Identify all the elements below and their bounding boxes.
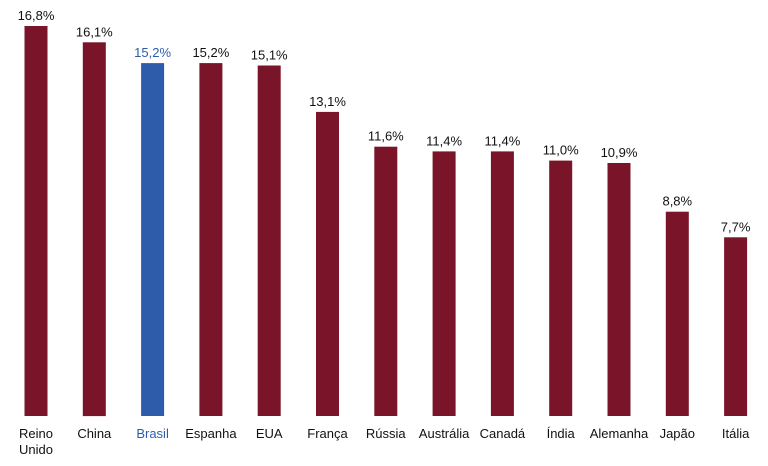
value-label-canada: 11,4% bbox=[484, 133, 520, 148]
category-label-reino-unido: Reino Unido bbox=[19, 426, 53, 457]
bar-franca bbox=[316, 111, 339, 417]
value-label-china: 16,1% bbox=[76, 24, 113, 39]
value-labels-group: 16,8% 16,1% 15,2% 15,2% 15,1% 13,1% 11,6% 11,4%… bbox=[18, 8, 751, 234]
value-label-russia: 11,6% bbox=[368, 129, 404, 144]
bar-reino-unido bbox=[24, 26, 48, 416]
category-labels-group: Reino Unido China Brasil Espanha EUA França Rús… bbox=[19, 426, 750, 457]
category-label-canada: Canadá bbox=[480, 426, 526, 441]
category-label-eua: EUA bbox=[256, 426, 283, 441]
category-label-australia: Austrália bbox=[419, 426, 470, 441]
bar-australia bbox=[432, 151, 456, 416]
category-label-china: China bbox=[77, 426, 112, 441]
value-label-alemanha: 10,9% bbox=[601, 145, 638, 160]
bar-russia bbox=[374, 146, 398, 416]
category-label-india: Índia bbox=[547, 426, 576, 441]
bar-eua bbox=[257, 65, 281, 416]
bar-brasil bbox=[141, 63, 165, 416]
bar-alemanha bbox=[607, 163, 631, 416]
category-label-brasil: Brasil bbox=[136, 426, 169, 441]
value-label-franca: 13,1% bbox=[309, 94, 346, 109]
category-label-russia: Rússia bbox=[366, 426, 407, 441]
bar-canada bbox=[490, 151, 514, 416]
value-label-brasil: 15,2% bbox=[134, 45, 171, 60]
value-label-eua: 15,1% bbox=[251, 48, 288, 63]
bar-japao bbox=[665, 211, 689, 416]
value-label-italia: 7,7% bbox=[721, 219, 751, 234]
category-label-japao: Japão bbox=[660, 426, 695, 441]
value-label-espanha: 15,2% bbox=[192, 45, 229, 60]
bar-china bbox=[82, 42, 106, 417]
bar-india bbox=[549, 160, 573, 416]
bar-italia bbox=[724, 237, 748, 416]
value-label-japao: 8,8% bbox=[662, 194, 692, 209]
category-label-franca: França bbox=[307, 426, 348, 441]
bar-espanha bbox=[199, 63, 223, 416]
category-label-italia: Itália bbox=[722, 426, 750, 441]
category-label-alemanha: Alemanha bbox=[590, 426, 649, 441]
value-label-australia: 11,4% bbox=[426, 133, 462, 148]
bars-group bbox=[24, 26, 748, 417]
value-label-india: 11,0% bbox=[543, 143, 579, 158]
category-label-espanha: Espanha bbox=[185, 426, 237, 441]
value-label-reino-unido: 16,8% bbox=[18, 8, 55, 23]
